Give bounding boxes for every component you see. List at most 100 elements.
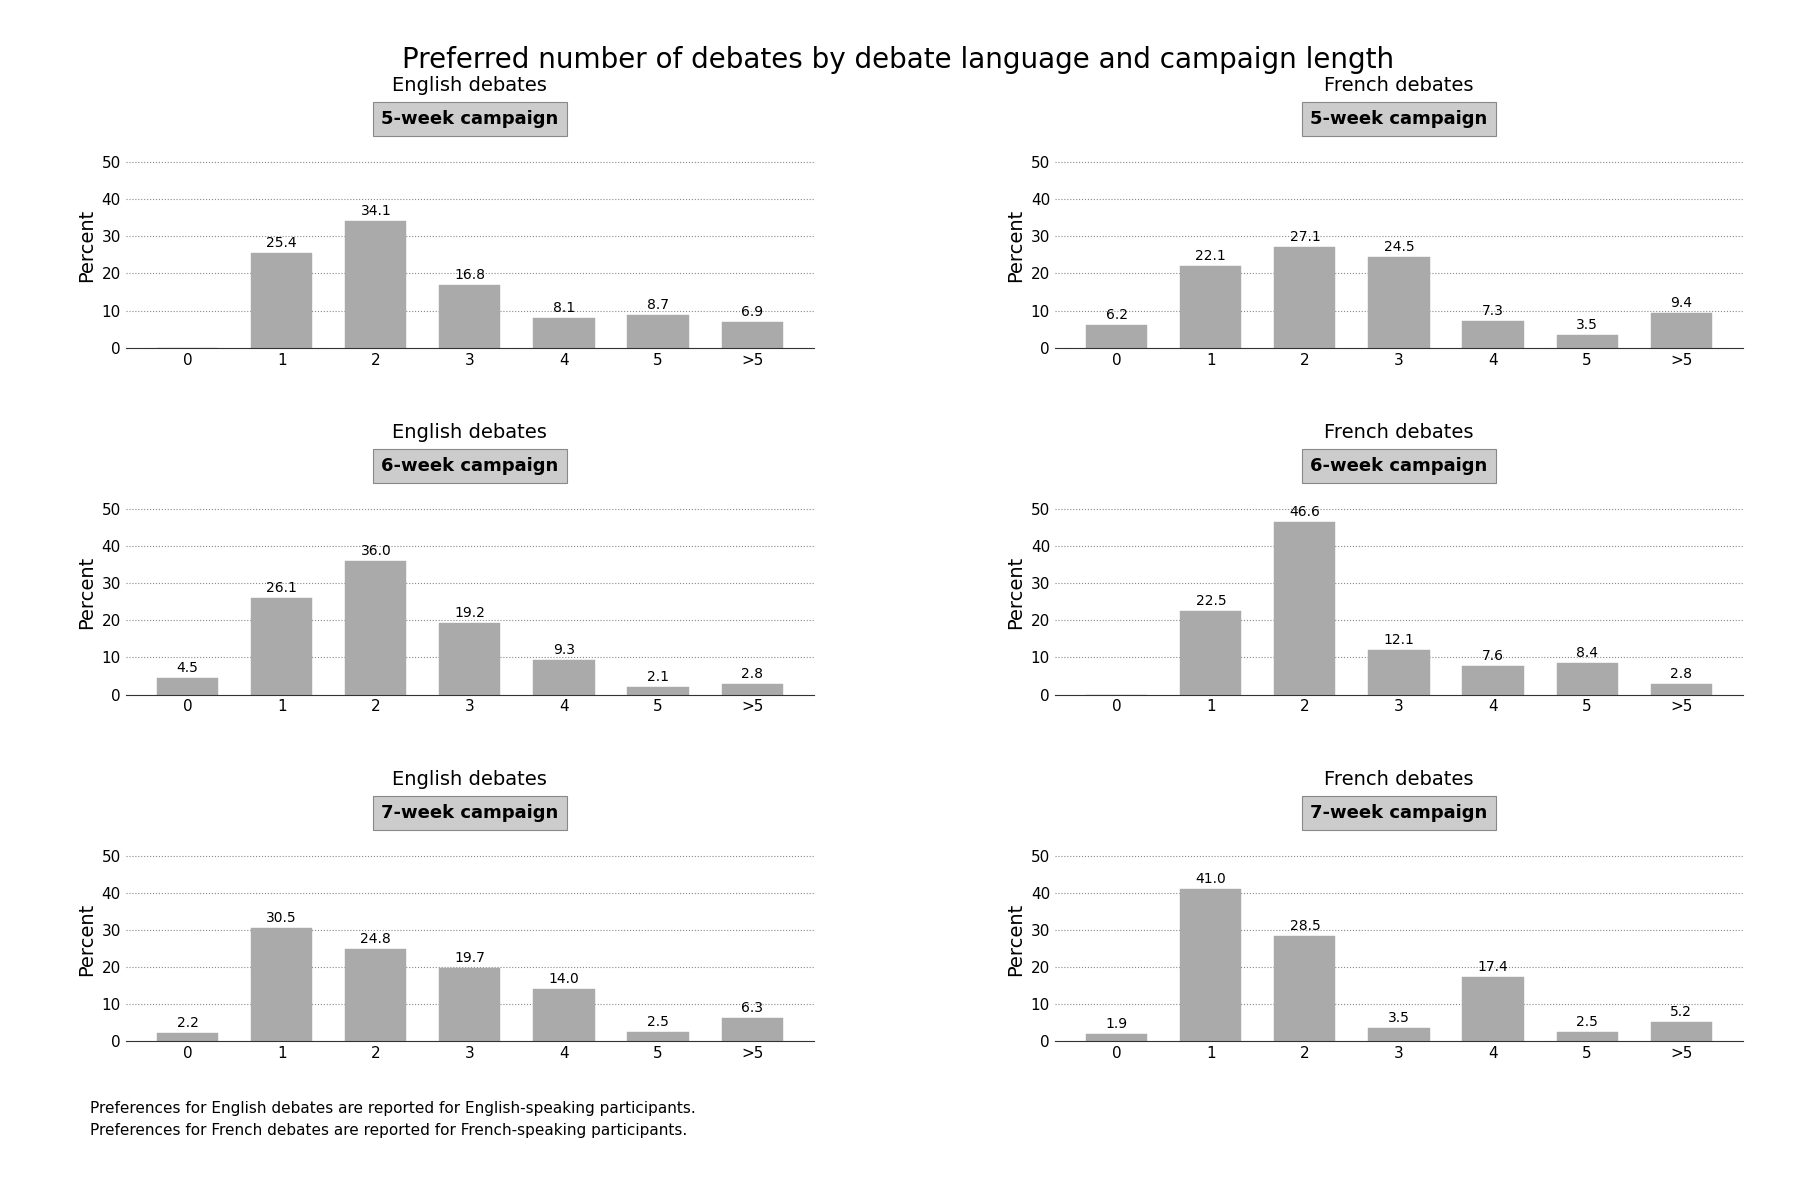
Text: 2.1: 2.1 xyxy=(647,670,668,683)
Y-axis label: Percent: Percent xyxy=(77,209,95,282)
Title: French debates: French debates xyxy=(1324,423,1474,442)
Text: 8.7: 8.7 xyxy=(647,298,668,312)
Text: 9.4: 9.4 xyxy=(1669,296,1693,310)
Bar xyxy=(1368,1028,1430,1041)
Y-axis label: Percent: Percent xyxy=(77,555,95,630)
Bar xyxy=(1651,1022,1713,1041)
Bar xyxy=(438,624,501,694)
Bar xyxy=(438,968,501,1041)
Bar xyxy=(1085,1034,1146,1041)
Text: 27.1: 27.1 xyxy=(1290,230,1321,244)
Bar xyxy=(534,660,595,694)
Bar xyxy=(1651,685,1713,694)
Text: 4.5: 4.5 xyxy=(176,661,199,675)
Bar xyxy=(1463,977,1524,1041)
Text: 41.0: 41.0 xyxy=(1195,873,1226,886)
Bar xyxy=(722,322,783,347)
Title: English debates: English debates xyxy=(392,770,548,789)
Bar xyxy=(1274,522,1335,694)
Text: 7-week campaign: 7-week campaign xyxy=(1310,804,1488,822)
Text: 7.3: 7.3 xyxy=(1483,304,1504,317)
Text: 34.1: 34.1 xyxy=(361,205,392,218)
Bar xyxy=(345,221,406,347)
Text: 3.5: 3.5 xyxy=(1576,317,1598,332)
Bar xyxy=(534,990,595,1041)
Text: 2.5: 2.5 xyxy=(647,1015,668,1029)
Y-axis label: Percent: Percent xyxy=(77,903,95,976)
Bar xyxy=(1463,667,1524,694)
Text: 24.5: 24.5 xyxy=(1384,239,1414,254)
Text: 28.5: 28.5 xyxy=(1290,918,1321,932)
Text: 8.4: 8.4 xyxy=(1576,646,1598,661)
Bar xyxy=(252,597,313,694)
Bar xyxy=(627,315,688,347)
Text: 7-week campaign: 7-week campaign xyxy=(381,804,559,822)
Title: English debates: English debates xyxy=(392,75,548,95)
Bar xyxy=(345,561,406,694)
Title: French debates: French debates xyxy=(1324,75,1474,95)
Text: 6.9: 6.9 xyxy=(740,305,764,320)
Text: 2.8: 2.8 xyxy=(740,667,764,681)
Title: English debates: English debates xyxy=(392,423,548,442)
Bar xyxy=(1556,1032,1617,1041)
Text: 22.1: 22.1 xyxy=(1195,249,1226,262)
Text: 9.3: 9.3 xyxy=(553,643,575,657)
Bar xyxy=(722,1017,783,1041)
Bar xyxy=(1556,663,1617,694)
Text: 17.4: 17.4 xyxy=(1477,960,1508,974)
Text: 2.5: 2.5 xyxy=(1576,1015,1598,1029)
Y-axis label: Percent: Percent xyxy=(1006,555,1024,630)
Text: 1.9: 1.9 xyxy=(1105,1017,1129,1032)
Bar xyxy=(534,317,595,347)
Bar xyxy=(1181,610,1242,694)
Bar xyxy=(1274,936,1335,1041)
Text: 16.8: 16.8 xyxy=(455,268,485,282)
Text: 26.1: 26.1 xyxy=(266,581,297,595)
Bar xyxy=(156,678,217,694)
Y-axis label: Percent: Percent xyxy=(1006,209,1024,282)
Text: 19.7: 19.7 xyxy=(455,952,485,965)
Bar xyxy=(1181,889,1242,1041)
Bar xyxy=(345,949,406,1041)
Text: 5-week campaign: 5-week campaign xyxy=(1310,110,1488,128)
Bar xyxy=(1274,247,1335,347)
Text: 7.6: 7.6 xyxy=(1483,649,1504,663)
Text: Preferences for English debates are reported for English-speaking participants.
: Preferences for English debates are repo… xyxy=(90,1101,695,1138)
Text: 46.6: 46.6 xyxy=(1290,505,1321,518)
Title: French debates: French debates xyxy=(1324,770,1474,789)
Bar xyxy=(1085,324,1146,347)
Text: 3.5: 3.5 xyxy=(1387,1011,1411,1026)
Text: 14.0: 14.0 xyxy=(548,972,579,986)
Text: 6-week campaign: 6-week campaign xyxy=(381,457,559,475)
Text: 5.2: 5.2 xyxy=(1669,1005,1693,1019)
Bar xyxy=(1368,257,1430,347)
Bar xyxy=(1463,321,1524,347)
Bar xyxy=(1556,335,1617,347)
Bar xyxy=(627,1032,688,1041)
Text: 12.1: 12.1 xyxy=(1384,633,1414,646)
Text: 6-week campaign: 6-week campaign xyxy=(1310,457,1488,475)
Bar xyxy=(1181,266,1242,347)
Bar xyxy=(156,1033,217,1041)
Bar xyxy=(252,928,313,1041)
Text: Preferred number of debates by debate language and campaign length: Preferred number of debates by debate la… xyxy=(403,45,1394,74)
Text: 24.8: 24.8 xyxy=(361,932,392,947)
Text: 8.1: 8.1 xyxy=(553,300,575,315)
Text: 19.2: 19.2 xyxy=(455,607,485,620)
Y-axis label: Percent: Percent xyxy=(1006,903,1024,976)
Bar xyxy=(438,285,501,347)
Bar xyxy=(627,687,688,694)
Text: 25.4: 25.4 xyxy=(266,237,297,250)
Bar xyxy=(1651,312,1713,347)
Text: 6.2: 6.2 xyxy=(1105,308,1129,322)
Text: 2.8: 2.8 xyxy=(1669,667,1693,681)
Text: 30.5: 30.5 xyxy=(266,911,297,925)
Text: 5-week campaign: 5-week campaign xyxy=(381,110,559,128)
Text: 36.0: 36.0 xyxy=(361,543,392,558)
Bar xyxy=(722,685,783,694)
Text: 2.2: 2.2 xyxy=(176,1016,199,1031)
Bar xyxy=(1368,650,1430,694)
Bar xyxy=(252,254,313,347)
Text: 22.5: 22.5 xyxy=(1195,594,1226,608)
Text: 6.3: 6.3 xyxy=(740,1001,764,1015)
